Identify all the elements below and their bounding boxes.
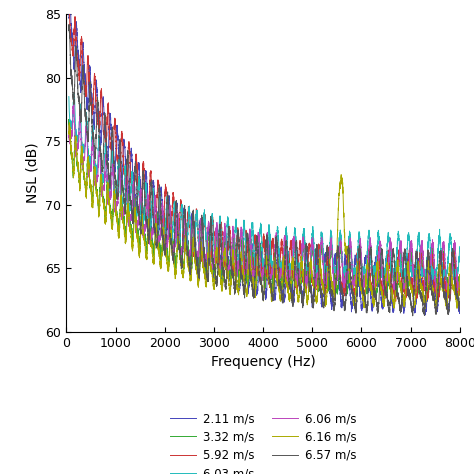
5.92 m/s bbox=[157, 201, 163, 206]
6.57 m/s bbox=[66, 22, 72, 27]
6.57 m/s bbox=[159, 227, 164, 232]
3.32 m/s bbox=[447, 294, 453, 300]
6.16 m/s bbox=[213, 247, 219, 253]
6.57 m/s bbox=[66, 27, 72, 33]
5.92 m/s bbox=[159, 215, 164, 221]
5.92 m/s bbox=[393, 299, 399, 304]
6.03 m/s bbox=[430, 276, 436, 282]
6.06 m/s bbox=[66, 124, 72, 129]
6.03 m/s bbox=[213, 249, 219, 255]
6.16 m/s bbox=[157, 252, 163, 258]
Y-axis label: NSL (dB): NSL (dB) bbox=[26, 143, 40, 203]
3.32 m/s bbox=[161, 213, 167, 219]
2.11 m/s bbox=[423, 312, 428, 318]
6.16 m/s bbox=[457, 274, 463, 280]
3.32 m/s bbox=[157, 244, 163, 250]
6.03 m/s bbox=[159, 220, 164, 226]
6.57 m/s bbox=[161, 236, 167, 241]
2.11 m/s bbox=[454, 284, 460, 290]
2.11 m/s bbox=[159, 193, 164, 199]
6.06 m/s bbox=[213, 225, 219, 230]
6.06 m/s bbox=[157, 234, 163, 239]
2.11 m/s bbox=[161, 217, 167, 223]
6.16 m/s bbox=[444, 306, 449, 312]
6.16 m/s bbox=[66, 131, 72, 137]
5.92 m/s bbox=[454, 284, 460, 290]
6.16 m/s bbox=[454, 303, 460, 309]
Line: 2.11 m/s: 2.11 m/s bbox=[69, 0, 460, 315]
6.57 m/s bbox=[157, 189, 163, 194]
5.92 m/s bbox=[213, 256, 219, 262]
3.32 m/s bbox=[66, 117, 72, 122]
6.03 m/s bbox=[241, 218, 247, 223]
6.03 m/s bbox=[66, 94, 72, 100]
6.03 m/s bbox=[157, 190, 163, 196]
2.11 m/s bbox=[457, 307, 463, 313]
Line: 6.16 m/s: 6.16 m/s bbox=[69, 123, 460, 309]
6.06 m/s bbox=[241, 277, 247, 283]
6.03 m/s bbox=[72, 90, 77, 96]
6.57 m/s bbox=[241, 290, 247, 295]
Line: 6.03 m/s: 6.03 m/s bbox=[69, 93, 460, 279]
2.11 m/s bbox=[213, 236, 219, 241]
6.16 m/s bbox=[159, 254, 164, 259]
6.16 m/s bbox=[161, 226, 167, 232]
2.11 m/s bbox=[67, 0, 73, 2]
6.16 m/s bbox=[67, 120, 73, 126]
3.32 m/s bbox=[159, 251, 164, 257]
6.03 m/s bbox=[161, 233, 167, 239]
6.57 m/s bbox=[410, 313, 416, 319]
2.11 m/s bbox=[157, 213, 163, 219]
6.06 m/s bbox=[71, 102, 77, 108]
Line: 6.57 m/s: 6.57 m/s bbox=[69, 25, 460, 316]
6.57 m/s bbox=[213, 281, 219, 286]
Line: 3.32 m/s: 3.32 m/s bbox=[69, 119, 460, 297]
5.92 m/s bbox=[457, 290, 463, 295]
5.92 m/s bbox=[241, 268, 247, 274]
6.03 m/s bbox=[457, 244, 463, 249]
6.06 m/s bbox=[434, 292, 439, 297]
6.16 m/s bbox=[241, 275, 247, 281]
6.57 m/s bbox=[457, 308, 463, 313]
X-axis label: Frequency (Hz): Frequency (Hz) bbox=[211, 355, 315, 369]
6.06 m/s bbox=[454, 273, 460, 278]
3.32 m/s bbox=[66, 122, 72, 128]
Line: 5.92 m/s: 5.92 m/s bbox=[69, 0, 460, 301]
6.03 m/s bbox=[454, 271, 460, 277]
6.57 m/s bbox=[454, 291, 460, 296]
3.32 m/s bbox=[454, 276, 460, 282]
3.32 m/s bbox=[457, 286, 463, 292]
2.11 m/s bbox=[66, 15, 72, 20]
2.11 m/s bbox=[241, 253, 247, 258]
Line: 6.06 m/s: 6.06 m/s bbox=[69, 105, 460, 294]
5.92 m/s bbox=[161, 223, 166, 229]
6.06 m/s bbox=[161, 228, 167, 234]
6.06 m/s bbox=[159, 208, 164, 213]
3.32 m/s bbox=[213, 254, 219, 259]
6.06 m/s bbox=[457, 282, 463, 288]
Legend: 2.11 m/s, 3.32 m/s, 5.92 m/s, 6.03 m/s, 6.06 m/s, 6.16 m/s, 6.57 m/s: 2.11 m/s, 3.32 m/s, 5.92 m/s, 6.03 m/s, … bbox=[165, 408, 361, 474]
3.32 m/s bbox=[241, 261, 247, 267]
